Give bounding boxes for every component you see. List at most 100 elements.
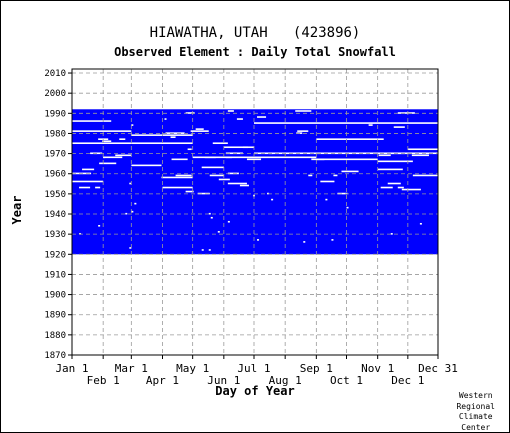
x-tick-label: Jan 1: [55, 362, 88, 375]
y-tick-label: 1960: [44, 170, 66, 180]
missing-data-gap: [129, 247, 132, 249]
missing-data-gap: [377, 138, 384, 140]
y-tick-label: 2010: [44, 69, 66, 79]
missing-data-gap: [94, 152, 103, 155]
chart-subtitle: Observed Element : Daily Total Snowfall: [114, 45, 396, 59]
y-tick-label: 1950: [44, 190, 66, 200]
missing-data-gap: [209, 174, 224, 177]
missing-data-gap: [316, 138, 378, 140]
missing-data-gap: [257, 116, 267, 118]
missing-data-gap: [131, 142, 193, 145]
missing-data-gap: [227, 110, 234, 112]
x-tick-label: Apr 1: [146, 374, 179, 387]
y-tick-label: 1890: [44, 311, 66, 321]
missing-data-gap: [333, 174, 338, 177]
missing-data-gap: [204, 156, 216, 159]
x-tick-label: Jul 1: [237, 362, 270, 375]
missing-data-gap: [419, 222, 422, 225]
missing-data-gap: [246, 158, 262, 161]
missing-data-gap: [320, 180, 335, 183]
missing-data-gap: [131, 134, 193, 136]
x-tick-label: Dec 31: [418, 362, 458, 375]
missing-data-gap: [397, 186, 404, 189]
missing-data-gap: [210, 216, 213, 219]
missing-data-gap: [407, 148, 438, 151]
credit-line: Western: [458, 391, 493, 400]
missing-data-gap: [377, 160, 413, 163]
missing-data-gap: [208, 249, 211, 251]
credit-block: Western Regional Climate Center: [456, 391, 495, 433]
missing-data-gap: [131, 164, 162, 167]
missing-data-gap: [79, 186, 91, 189]
missing-data-gap: [337, 192, 348, 195]
y-tick-label: 1910: [44, 270, 66, 280]
y-tick-label: 1920: [44, 250, 66, 260]
missing-data-gap: [72, 120, 112, 122]
missing-data-gap: [134, 202, 137, 205]
missing-data-gap: [72, 142, 132, 145]
missing-data-gap: [95, 186, 101, 189]
y-tick-label: 1990: [44, 109, 66, 119]
missing-data-gap: [82, 168, 95, 171]
missing-data-gap: [227, 182, 247, 185]
missing-data-gap: [331, 239, 334, 241]
missing-data-gap: [103, 156, 123, 159]
missing-data-gap: [225, 156, 232, 159]
missing-data-gap: [218, 178, 230, 181]
x-tick-label: Oct 1: [330, 374, 363, 387]
missing-data-gap: [368, 124, 373, 126]
missing-data-gap: [125, 212, 128, 215]
missing-data-gap: [131, 124, 134, 126]
missing-data-gap: [102, 140, 112, 142]
chart-title: HIAWATHA, UTAH (423896): [149, 25, 361, 41]
y-tick-label: 1870: [44, 351, 66, 361]
missing-data-gap: [295, 110, 312, 112]
x-tick-label: Dec 1: [391, 374, 424, 387]
missing-data-gap: [397, 112, 415, 114]
missing-data-gap: [197, 192, 210, 195]
missing-data-gap: [239, 184, 249, 187]
missing-data-gap: [99, 162, 117, 165]
missing-data-gap: [223, 146, 254, 149]
x-tick-label: Aug 1: [269, 374, 302, 387]
missing-data-gap: [171, 158, 188, 161]
missing-data-gap: [115, 154, 132, 157]
missing-data-gap: [165, 132, 185, 134]
missing-data-gap: [190, 130, 209, 132]
missing-data-gap: [236, 118, 243, 120]
missing-data-gap: [346, 206, 349, 209]
plot-border: [71, 68, 439, 356]
missing-data-gap: [72, 180, 104, 183]
missing-data-gap: [325, 198, 328, 201]
y-tick-label: 1930: [44, 230, 66, 240]
missing-data-gap: [195, 128, 204, 130]
y-tick-label: 1940: [44, 210, 66, 220]
credit-line: Center: [461, 422, 491, 432]
missing-data-gap: [187, 148, 192, 151]
missing-data-gap: [303, 241, 306, 243]
y-tick-label: 1880: [44, 331, 66, 341]
x-tick-label: Feb 1: [87, 374, 120, 387]
missing-data-gap: [201, 249, 204, 251]
missing-data-gap: [129, 182, 132, 185]
missing-data-gap: [192, 156, 317, 159]
missing-data-gap: [308, 174, 313, 177]
y-tick-label: 1970: [44, 150, 66, 160]
missing-data-gap: [208, 212, 211, 215]
x-tick-label: Sep 1: [300, 362, 333, 375]
missing-data-gap: [119, 138, 126, 140]
missing-data-gap: [316, 158, 378, 161]
missing-data-gap: [257, 239, 260, 241]
x-tick-label: Nov 1: [361, 362, 394, 375]
missing-data-gap: [297, 130, 309, 132]
x-tick-label: Jun 1: [207, 374, 240, 387]
missing-data-gap: [98, 224, 101, 227]
missing-data-gap: [401, 188, 421, 191]
missing-data-gap: [253, 122, 438, 124]
missing-data-gap: [271, 198, 274, 201]
missing-data-gap: [201, 166, 224, 169]
missing-data-gap: [242, 146, 248, 149]
missing-data-gap: [161, 176, 193, 179]
missing-data-gap: [212, 142, 228, 145]
